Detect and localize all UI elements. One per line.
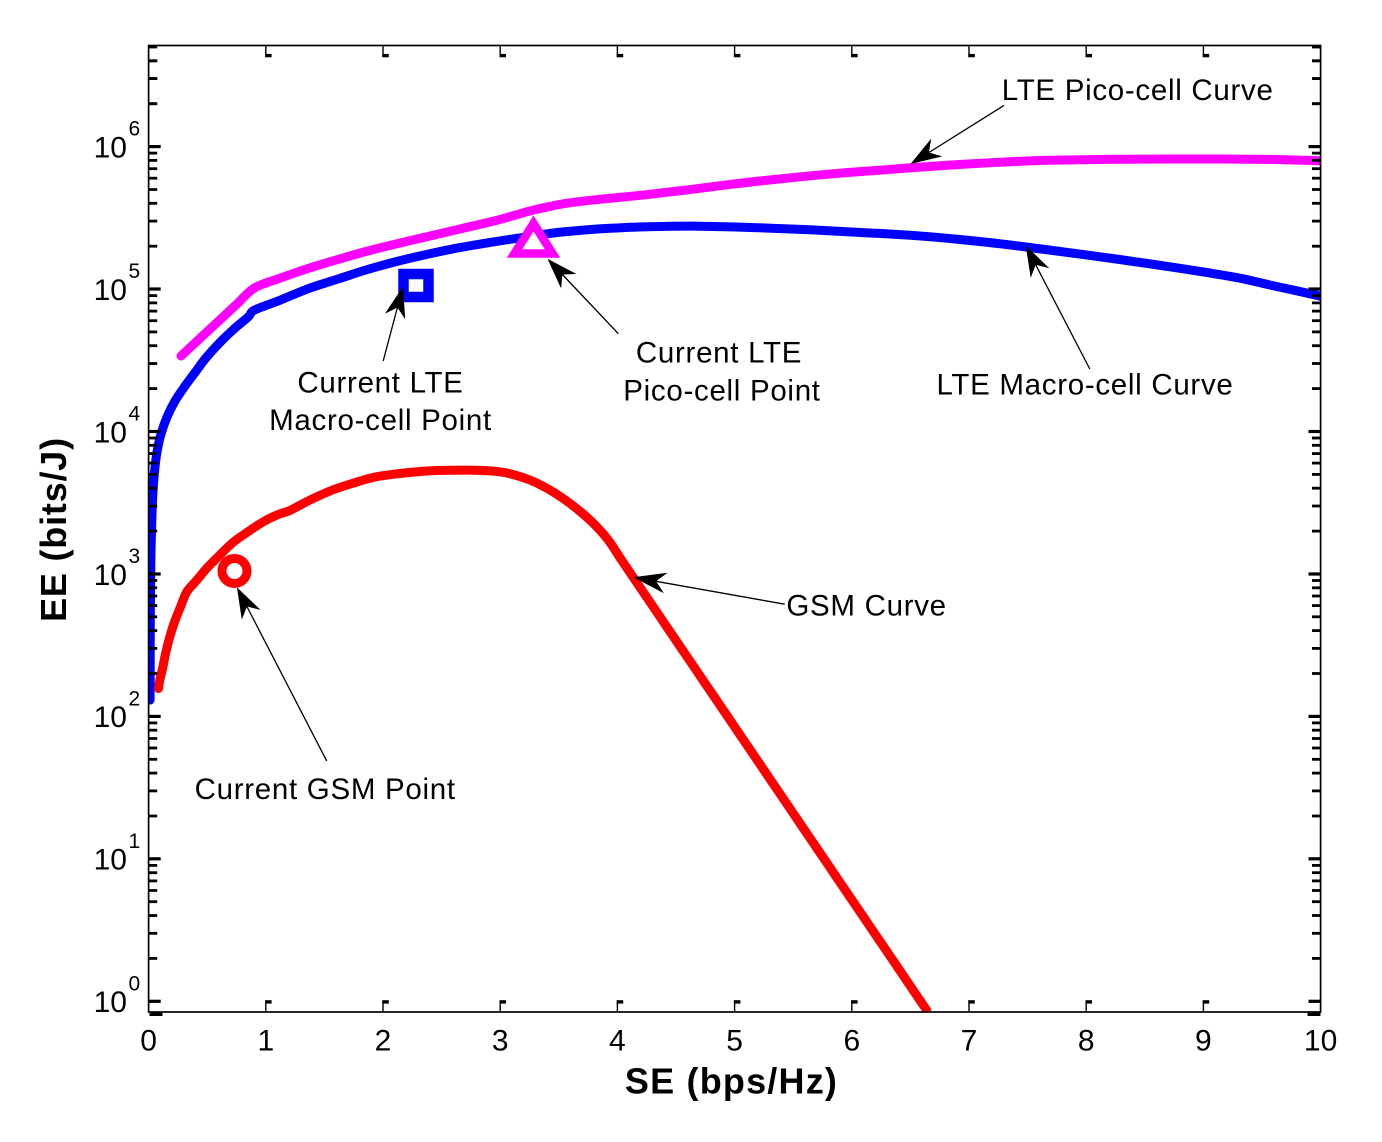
svg-text:4: 4 <box>609 1025 626 1058</box>
svg-text:3: 3 <box>492 1025 509 1058</box>
svg-text:LTE Pico-cell Curve: LTE Pico-cell Curve <box>1002 74 1274 107</box>
svg-text:9: 9 <box>1195 1025 1212 1058</box>
svg-text:Current LTE: Current LTE <box>636 337 802 370</box>
svg-text:2: 2 <box>375 1025 392 1058</box>
svg-text:5: 5 <box>129 260 141 283</box>
svg-text:EE (bits/J): EE (bits/J) <box>33 437 74 622</box>
svg-text:LTE Macro-cell Curve: LTE Macro-cell Curve <box>936 369 1233 402</box>
svg-text:5: 5 <box>726 1025 743 1058</box>
svg-text:8: 8 <box>1078 1025 1095 1058</box>
svg-text:Current LTE: Current LTE <box>297 367 463 400</box>
svg-text:GSM Curve: GSM Curve <box>786 590 946 623</box>
svg-text:6: 6 <box>129 118 141 141</box>
svg-text:4: 4 <box>129 403 141 426</box>
svg-text:6: 6 <box>843 1025 860 1058</box>
svg-text:10: 10 <box>94 559 127 592</box>
svg-text:10: 10 <box>94 274 127 307</box>
svg-text:0: 0 <box>129 972 141 995</box>
svg-text:0: 0 <box>140 1025 157 1058</box>
svg-text:Pico-cell Point: Pico-cell Point <box>623 375 820 408</box>
svg-text:10: 10 <box>94 131 127 164</box>
svg-text:Macro-cell Point: Macro-cell Point <box>269 404 492 437</box>
svg-text:10: 10 <box>94 701 127 734</box>
svg-text:3: 3 <box>129 545 141 568</box>
svg-text:1: 1 <box>257 1025 274 1058</box>
svg-text:10: 10 <box>94 416 127 449</box>
svg-text:7: 7 <box>961 1025 978 1058</box>
svg-text:1: 1 <box>129 830 141 853</box>
svg-text:10: 10 <box>94 844 127 877</box>
svg-text:10: 10 <box>94 986 127 1019</box>
svg-text:Current GSM Point: Current GSM Point <box>195 773 456 806</box>
svg-text:2: 2 <box>129 687 141 710</box>
svg-text:SE (bps/Hz): SE (bps/Hz) <box>625 1061 838 1102</box>
svg-text:10: 10 <box>1304 1025 1337 1058</box>
